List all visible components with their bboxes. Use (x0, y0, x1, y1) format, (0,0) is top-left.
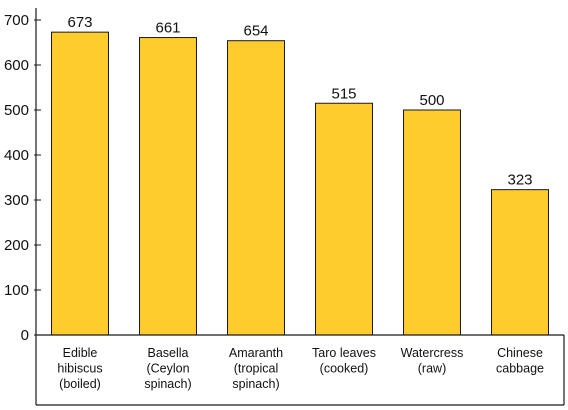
y-tick-label: 500 (4, 102, 29, 119)
category-label: (tropical (234, 362, 278, 376)
bar-value-label: 500 (419, 92, 444, 109)
bar-value-label: 673 (67, 14, 92, 31)
y-tick-label: 300 (4, 192, 29, 209)
category-label: spinach) (232, 377, 279, 391)
category-label: Chinese (497, 346, 543, 360)
bars (51, 31, 549, 336)
bar-value-label: 654 (243, 23, 268, 40)
category-label: spinach) (144, 377, 191, 391)
bar (227, 40, 285, 336)
y-axis-ticks: 0 100 200 300 400 500 600 700 (4, 12, 41, 344)
y-tick-label: 200 (4, 237, 29, 254)
y-tick-label: 100 (4, 282, 29, 299)
y-tick-label: 400 (4, 147, 29, 164)
category-label: Edible (63, 346, 98, 360)
category-label: (boiled) (59, 377, 101, 391)
category-label: Taro leaves (312, 346, 376, 360)
y-tick-label: 0 (21, 327, 29, 344)
y-tick-label: 600 (4, 57, 29, 74)
bar (491, 189, 549, 336)
bar (315, 102, 373, 336)
category-label: cabbage (496, 362, 544, 376)
bar-value-label: 515 (331, 85, 356, 102)
category-label: (raw) (418, 362, 446, 376)
category-label: Watercress (401, 346, 464, 360)
category-label: Amaranth (229, 346, 283, 360)
category-label: Basella (148, 346, 189, 360)
category-labels: Ediblehibiscus(boiled)Basella(Ceylonspin… (57, 346, 544, 391)
bar (403, 109, 461, 336)
category-label: (Ceylon (146, 362, 189, 376)
bar-value-label: 323 (507, 172, 532, 189)
category-label: hibiscus (57, 362, 102, 376)
bar (139, 37, 197, 336)
bar (51, 31, 109, 336)
plot-frame (35, 8, 565, 406)
value-labels: 673 661 654 515 500 323 (67, 14, 532, 189)
y-tick-label: 700 (4, 12, 29, 29)
category-label: (cooked) (320, 362, 369, 376)
bar-value-label: 661 (155, 20, 180, 37)
